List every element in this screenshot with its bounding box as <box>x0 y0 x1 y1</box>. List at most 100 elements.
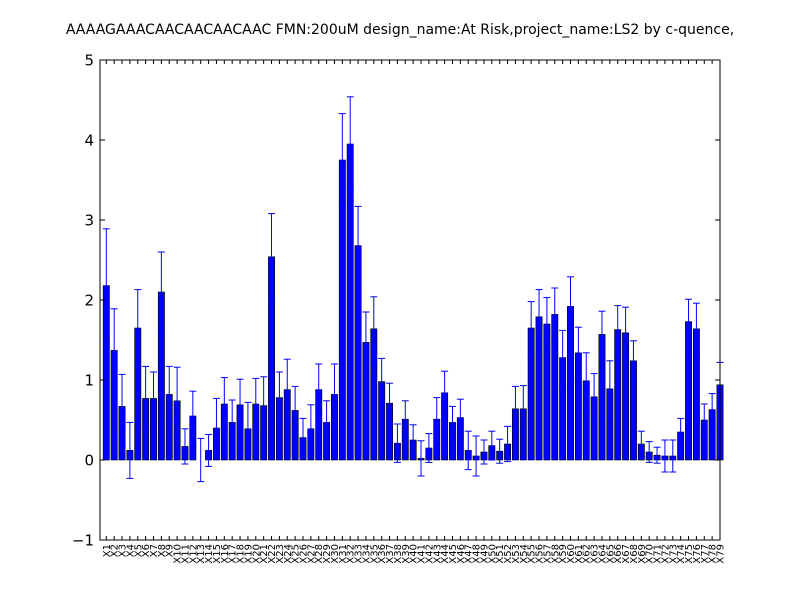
error-bar-X1 <box>102 228 110 343</box>
error-bar-X28 <box>315 363 323 416</box>
error-bar-X62 <box>582 352 590 410</box>
x-tick-label: X35 <box>369 544 380 564</box>
error-bar-X65 <box>606 360 614 418</box>
error-bar-X15 <box>212 397 220 459</box>
error-bar-X36 <box>378 357 386 406</box>
x-tick-label: X33 <box>354 544 365 564</box>
x-tick-label: X22 <box>267 544 278 564</box>
x-tick-label: X64 <box>597 544 608 564</box>
x-tick-label: X12 <box>188 544 199 564</box>
x-tick-label: X60 <box>566 544 577 564</box>
error-bar-X77 <box>700 403 708 437</box>
x-tick-label: X79 <box>716 544 727 564</box>
error-bar-X40 <box>409 424 417 456</box>
error-bar-X78 <box>708 393 716 427</box>
x-tick-label: X24 <box>283 544 294 564</box>
x-tick-label: X49 <box>479 544 490 564</box>
x-tick-label: X27 <box>306 544 317 564</box>
error-bar-X73 <box>669 439 677 473</box>
x-tick-label: X78 <box>708 544 719 564</box>
error-bar-X59 <box>559 329 567 386</box>
x-tick-label: X48 <box>472 544 483 564</box>
x-tick-label: X5 <box>133 544 144 557</box>
x-tick-label: X7 <box>149 544 160 557</box>
x-tick-label: X1 <box>102 544 113 557</box>
error-bar-X74 <box>677 417 685 447</box>
x-tick-label: X47 <box>464 544 475 564</box>
error-bar-X38 <box>393 423 401 463</box>
error-bar-X9 <box>165 365 173 423</box>
x-tick-label: X41 <box>417 544 428 564</box>
x-tick-label: X67 <box>621 544 632 564</box>
error-bar-X30 <box>330 363 338 426</box>
x-tick-label: X63 <box>590 544 601 564</box>
y-tick-label: −1 <box>72 532 94 550</box>
error-bar-X24 <box>283 358 291 421</box>
error-bar-X67 <box>622 306 630 359</box>
x-tick-label: X76 <box>692 544 703 564</box>
x-tick-label: X26 <box>298 544 309 564</box>
error-bar-X2 <box>110 308 118 393</box>
error-bar-X31 <box>338 113 346 207</box>
x-tick-label: X30 <box>330 544 341 564</box>
x-tick-label: X14 <box>204 544 215 564</box>
x-tick-label: X46 <box>456 544 467 564</box>
error-bar-X19 <box>244 401 252 456</box>
error-bar-X61 <box>574 326 582 379</box>
chart-title: AAAAGAAACAACAACAACAAC FMN:200uM design_n… <box>66 22 734 38</box>
x-tick-label: X3 <box>118 544 129 557</box>
x-tick-label: X29 <box>322 544 333 564</box>
error-bar-X57 <box>543 297 551 351</box>
x-tick-label: X75 <box>684 544 695 564</box>
error-bar-X64 <box>598 310 606 359</box>
error-bar-X60 <box>567 276 575 337</box>
x-tick-label: X6 <box>141 544 152 557</box>
error-bar-X10 <box>173 366 181 435</box>
x-tick-label: X18 <box>236 544 247 564</box>
error-bar-X72 <box>661 439 669 473</box>
error-bar-X23 <box>275 371 283 424</box>
error-bar-X55 <box>527 301 535 355</box>
error-bar-X11 <box>181 428 189 465</box>
x-axis: X1X2X3X4X5X6X7X8X9X10X11X12X13X14X15X16X… <box>102 60 727 564</box>
y-tick-label: 4 <box>84 132 94 150</box>
x-tick-label: X55 <box>527 544 538 564</box>
error-bar-X68 <box>629 340 637 382</box>
x-tick-label: X11 <box>180 544 191 564</box>
x-tick-label: X44 <box>440 544 451 564</box>
error-bar-X20 <box>252 377 260 431</box>
x-tick-label: X10 <box>173 544 184 564</box>
x-tick-label: X4 <box>125 544 136 557</box>
x-tick-label: X54 <box>519 544 530 564</box>
error-bar-X18 <box>236 378 244 431</box>
x-tick-label: X45 <box>448 544 459 564</box>
x-tick-label: X50 <box>487 544 498 564</box>
error-bar-X5 <box>134 289 142 367</box>
x-tick-label: X53 <box>511 544 522 564</box>
error-bar-X63 <box>590 373 598 421</box>
x-tick-label: X21 <box>259 544 270 564</box>
error-bar-X58 <box>551 287 559 342</box>
x-tick-label: X42 <box>424 544 435 564</box>
error-bar-X75 <box>685 298 693 345</box>
x-tick-label: X15 <box>212 544 223 564</box>
error-bar-X29 <box>323 400 331 445</box>
error-bar-X51 <box>496 438 504 464</box>
error-bar-X14 <box>205 433 213 467</box>
x-tick-label: X58 <box>550 544 561 564</box>
error-bar-X43 <box>433 397 441 442</box>
x-tick-label: X70 <box>645 544 656 564</box>
error-bar-X37 <box>386 382 394 424</box>
x-tick-label: X20 <box>251 544 262 564</box>
error-bar-X45 <box>448 405 456 439</box>
error-bar-X49 <box>480 439 488 465</box>
y-axis: −1 0 1 2 3 4 5 <box>72 52 720 550</box>
error-bar-X54 <box>519 385 527 433</box>
error-bar-X17 <box>228 399 236 446</box>
x-tick-label: X39 <box>401 544 412 564</box>
x-tick-label: X9 <box>165 544 176 557</box>
error-bar-X71 <box>653 446 661 464</box>
x-tick-label: X62 <box>582 544 593 564</box>
x-tick-label: X25 <box>291 544 302 564</box>
x-tick-label: X61 <box>574 544 585 564</box>
